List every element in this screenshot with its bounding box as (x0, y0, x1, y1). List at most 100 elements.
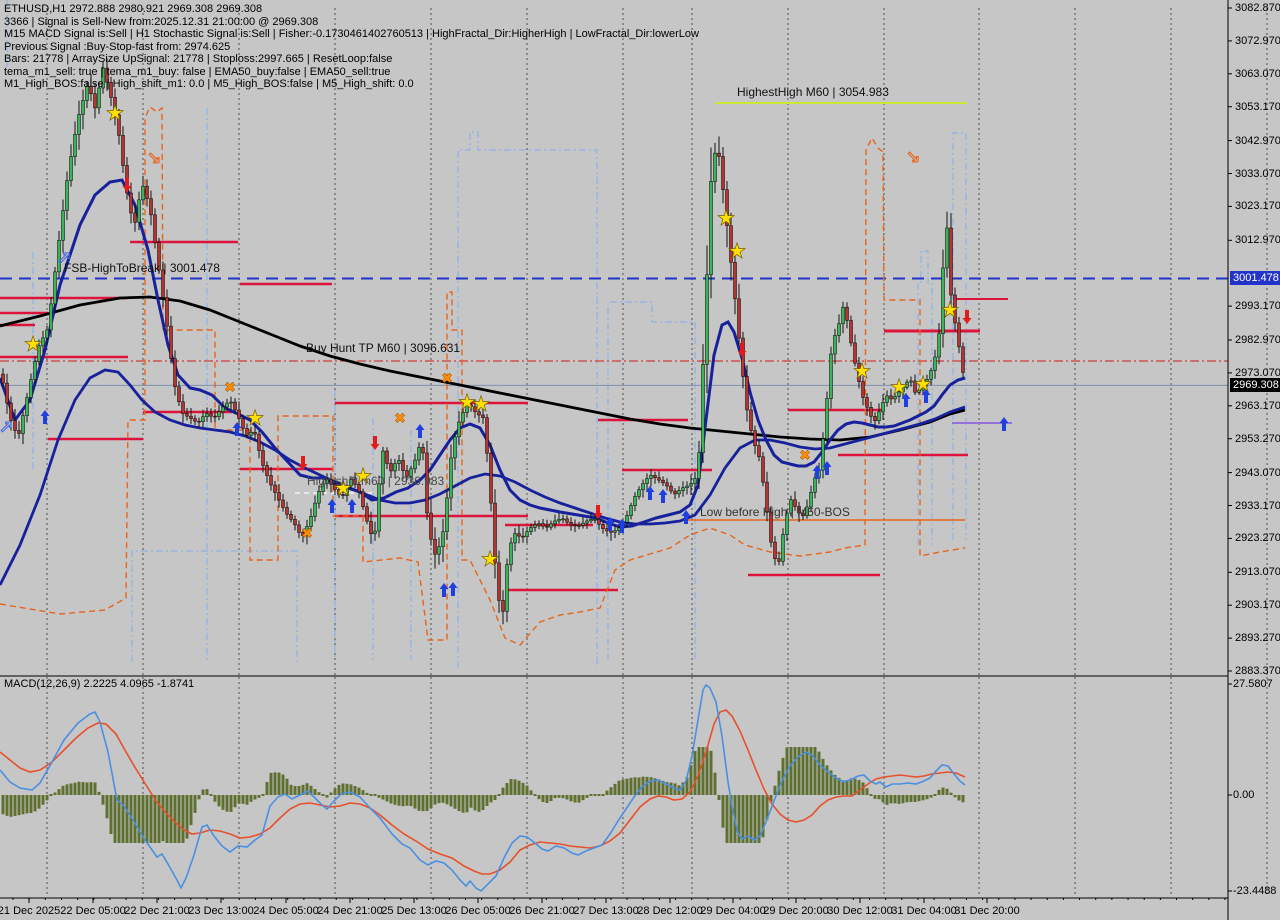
candle-bear (857, 362, 861, 382)
macd-hist-bar (705, 747, 709, 795)
macd-hist-bar (769, 795, 773, 802)
sell-arrow-marker (370, 436, 380, 450)
candle-bull (61, 210, 65, 241)
star-signal-marker: ★ (914, 373, 933, 396)
macd-hist-bar (13, 795, 17, 816)
macd-signal-line (0, 709, 966, 875)
candle-bull (73, 134, 77, 157)
macd-hist-bar (465, 795, 469, 813)
macd-hist-bar (257, 795, 261, 798)
candle-bear (389, 463, 393, 472)
macd-hist-bar (489, 795, 493, 803)
macd-hist-bar (817, 751, 821, 795)
macd-hist-bar (725, 795, 729, 843)
candle-bear (721, 156, 725, 190)
candle-bull (305, 526, 309, 536)
candle-bear (433, 538, 437, 555)
candle-bear (341, 494, 345, 496)
macd-hist-bar (433, 795, 437, 805)
macd-hist-bar (17, 795, 21, 816)
price-axis-label: 2982.970 (1235, 334, 1280, 346)
fractal-stop-line (0, 105, 966, 646)
price-axis-label: 3053.170 (1235, 100, 1280, 113)
candle-bear (961, 346, 965, 373)
price-axis-label: 2943.070 (1235, 466, 1280, 479)
candle-bear (189, 415, 193, 419)
candle-bull (45, 329, 49, 339)
buy-arrow-marker (40, 410, 50, 424)
macd-hist-bar (893, 795, 897, 804)
candle-bull (917, 389, 921, 393)
macd-hist-bar (209, 794, 213, 796)
macd-hist-bar (829, 770, 833, 795)
price-axis-label: 2913.070 (1235, 566, 1280, 579)
macd-hist-bar (49, 794, 53, 796)
tema-info: tema_m1_sell: true | tema_m1_buy: false … (4, 65, 391, 78)
bos-info: M1_High_BOS:false | High_shift_m1: 0.0 |… (4, 78, 414, 90)
macd-hist-bar (493, 795, 497, 800)
macd-axis-label: 27.5807 (1233, 678, 1273, 690)
macd-hist-bar (765, 795, 769, 820)
candle-bear (133, 212, 137, 223)
candle-bear (361, 491, 365, 508)
price-axis-label: 3012.970 (1235, 234, 1280, 247)
star-signal-marker: ★ (24, 333, 43, 356)
macd-hist-bar (577, 795, 581, 803)
macd-hist-bar (21, 795, 25, 815)
macd-hist-bar (345, 783, 349, 795)
macd-indicator-label: MACD(12,26,9) 2.2225 4.0965 -1.8741 (4, 678, 195, 690)
candle-bull (577, 525, 581, 527)
candle-bull (581, 522, 585, 526)
macd-hist-bar (673, 783, 677, 795)
macd-hist-bar (813, 747, 817, 795)
candle-bear (109, 82, 113, 98)
macd-hist-bar (909, 795, 913, 802)
macd-hist-bar (517, 780, 521, 795)
buy-arrow-marker (681, 510, 691, 524)
candle-bull (513, 533, 517, 544)
candle-bull (533, 524, 537, 528)
macd-hist-bar (305, 783, 309, 795)
candle-bull (25, 397, 29, 416)
candle-bear (13, 420, 17, 431)
candle-bull (57, 240, 61, 273)
buy-arrow-marker (617, 519, 627, 533)
candle-bull (589, 519, 593, 522)
candle-bull (833, 335, 837, 355)
candle-bull (681, 487, 685, 491)
buy-arrow-marker (347, 499, 357, 513)
macd-hist-bar (549, 795, 553, 802)
macd-hist-bar (65, 784, 69, 795)
macd-hist-bar (109, 795, 113, 834)
macd-hist-bar (421, 795, 425, 812)
candle-bull (373, 530, 377, 534)
macd-hist-bar (653, 778, 657, 795)
candle-bear (105, 67, 109, 83)
candle-bear (765, 481, 769, 513)
candle-bull (321, 483, 325, 492)
price-tag: 2969.308 (1230, 378, 1280, 393)
macd-hist-bar (761, 795, 765, 838)
macd-hist-bar (445, 795, 449, 805)
macd-hist-bar (557, 795, 561, 798)
candle-bull (445, 497, 449, 532)
macd-hist-bar (245, 795, 249, 805)
macd-hist-bar (281, 774, 285, 795)
macd-hist-bar (617, 780, 621, 795)
candle-bear (949, 227, 953, 296)
candle-bear (913, 380, 917, 393)
macd-hist-bar (881, 795, 885, 803)
macd-hist-bar (565, 795, 569, 800)
candle-bull (925, 379, 929, 385)
candle-bull (789, 499, 793, 514)
candle-bear (401, 460, 405, 471)
macd-hist-bar (805, 747, 809, 795)
candle-bull (37, 345, 41, 362)
candle-bull (457, 421, 461, 438)
candle-bear (485, 417, 489, 454)
candle-bear (725, 189, 729, 226)
macd-hist-bar (573, 795, 577, 803)
candle-bull (557, 519, 561, 522)
macd-hist-bar (237, 795, 241, 804)
